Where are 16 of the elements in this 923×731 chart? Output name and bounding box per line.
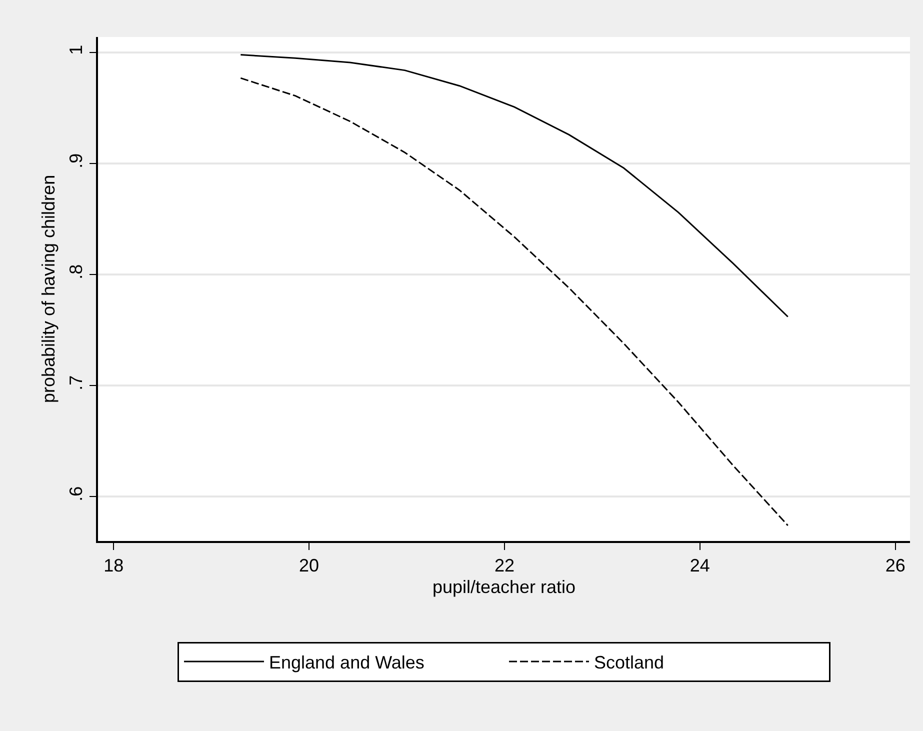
y-tick-label: .6 <box>66 486 86 502</box>
y-axis-title: probability of having children <box>38 174 59 404</box>
line-series <box>240 77 789 526</box>
y-tick-label: .9 <box>66 153 86 168</box>
x-tick-label: 26 <box>885 555 906 576</box>
x-tick-label: 22 <box>494 555 515 576</box>
x-tick-label: 18 <box>104 555 124 576</box>
x-axis-title: pupil/teacher ratio <box>432 576 576 597</box>
y-tick-label: .7 <box>66 375 86 390</box>
legend-label: Scotland <box>594 652 664 673</box>
x-tick-label: 24 <box>690 555 710 576</box>
y-tick-label: 1 <box>66 44 86 55</box>
y-tick-label: .8 <box>66 264 86 280</box>
legend-label: England and Wales <box>269 652 424 673</box>
x-tick-label: 20 <box>299 555 320 576</box>
line-series <box>240 54 789 318</box>
